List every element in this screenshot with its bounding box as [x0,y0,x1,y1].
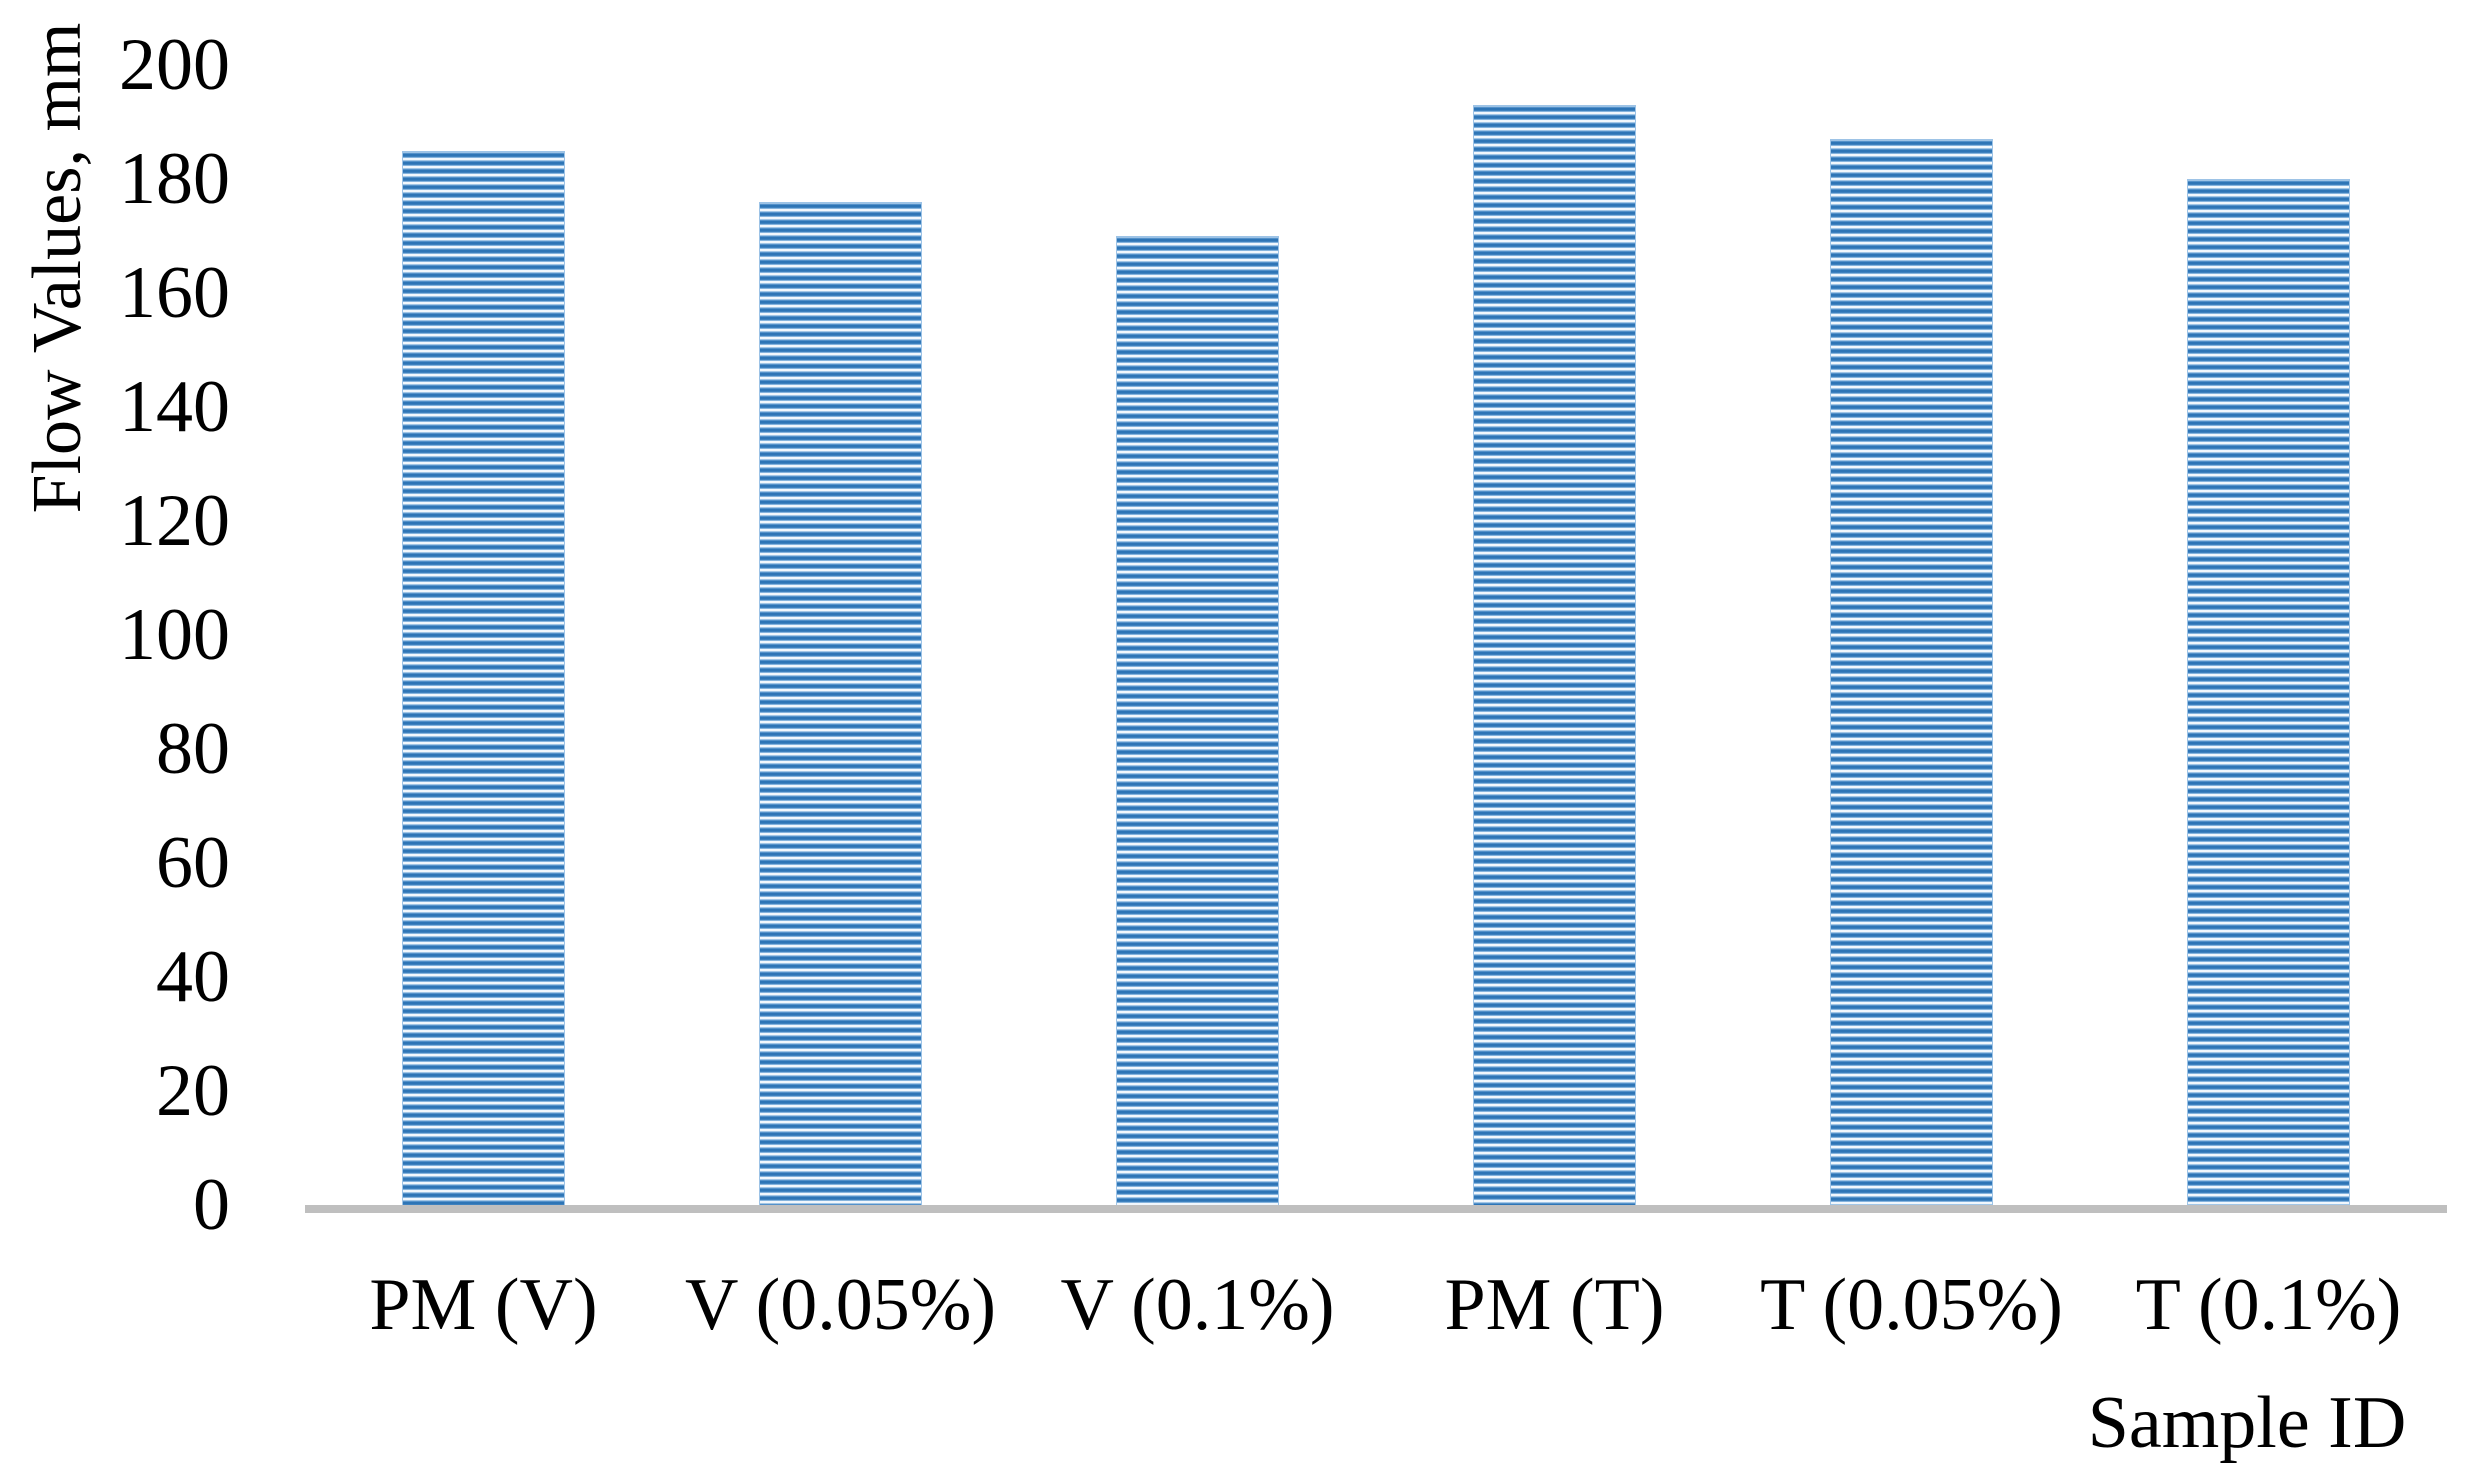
x-axis-title: Sample ID [2087,1382,2407,1464]
bar-v-0.1 [1116,236,1279,1205]
y-tick-label-200: 200 [119,24,230,106]
y-tick-label-60: 60 [156,822,230,904]
bar-pm-v [402,150,565,1205]
x-category-label-pm-v: PM (V) [369,1264,598,1346]
y-tick-label-100: 100 [119,594,230,676]
y-tick-label-80: 80 [156,708,230,790]
y-tick-label-0: 0 [193,1164,230,1246]
x-category-label-v-0.05: V (0.05%) [684,1264,997,1346]
bar-t-0.05 [1830,139,1993,1205]
y-tick-label-160: 160 [119,252,230,334]
y-tick-label-140: 140 [119,366,230,448]
y-tick-label-120: 120 [119,480,230,562]
y-tick-label-180: 180 [119,138,230,220]
y-tick-label-40: 40 [156,936,230,1018]
bar-t-0.1 [2187,179,2350,1205]
bar-pm-t [1473,104,1636,1205]
x-category-label-t-0.1: T (0.1%) [2135,1264,2402,1346]
bar-v-0.05 [759,201,922,1205]
x-category-label-v-0.1: V (0.1%) [1060,1264,1335,1346]
y-tick-label-20: 20 [156,1050,230,1132]
plot-area [305,65,2447,1205]
x-axis-line [305,1205,2447,1213]
x-category-label-pm-t: PM (T) [1444,1264,1665,1346]
x-category-label-t-0.05: T (0.05%) [1760,1264,2063,1346]
